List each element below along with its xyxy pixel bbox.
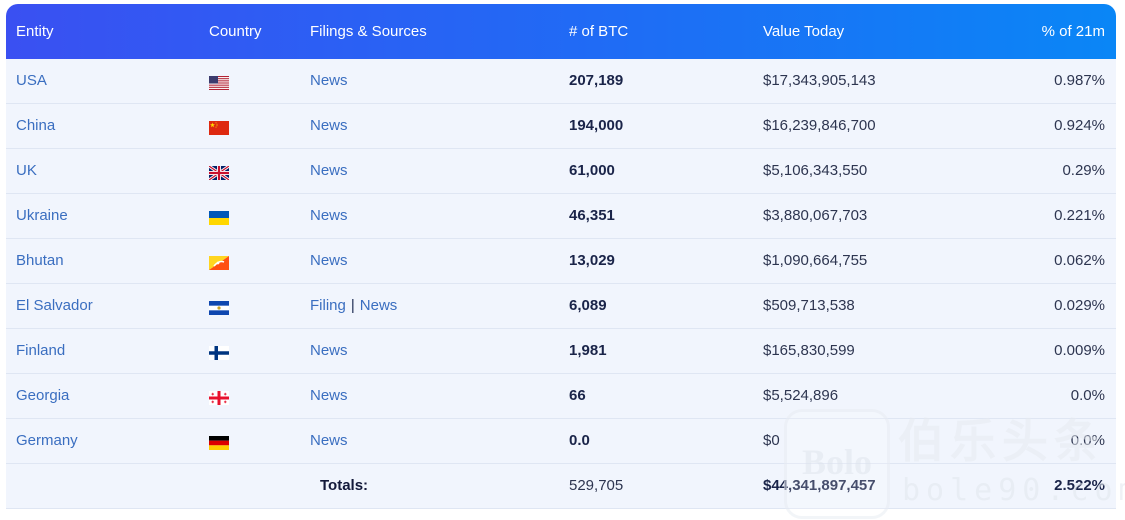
percent-of-supply: 0.062% (1054, 252, 1105, 269)
filings-cell: Filing | News (310, 284, 397, 328)
totals-value: $44,341,897,457 (763, 477, 876, 494)
entity-link[interactable]: El Salvador (16, 297, 93, 314)
table-row: Ukraine News 46,351 $3,880,067,703 0.221… (6, 194, 1116, 239)
value-today: $3,880,067,703 (763, 207, 868, 224)
table-row: China News 194,000 $16,239,846,700 0.924… (6, 104, 1116, 149)
news-link[interactable]: News (310, 252, 348, 269)
btc-amount: 66 (569, 387, 586, 404)
value-today: $0 (763, 432, 780, 449)
entity-link[interactable]: Ukraine (16, 207, 68, 224)
value-today: $1,090,664,755 (763, 252, 868, 269)
btc-amount: 61,000 (569, 162, 615, 179)
news-link[interactable]: News (310, 72, 348, 89)
ge-flag-icon (209, 391, 229, 405)
news-link[interactable]: News (310, 117, 348, 134)
value-today: $5,106,343,550 (763, 162, 868, 179)
value-today: $165,830,599 (763, 342, 855, 359)
value-today: $509,713,538 (763, 297, 855, 314)
percent-of-supply: 0.0% (1070, 432, 1105, 449)
header-filings[interactable]: Filings & Sources (310, 23, 427, 40)
table-row: UK News 61,000 $5,106,343,550 0.29% (6, 149, 1116, 194)
percent-of-supply: 0.221% (1054, 207, 1105, 224)
totals-pct: 2.522% (1054, 477, 1105, 494)
table-row: Georgia News 66 $5,524,896 0.0% (6, 374, 1116, 419)
header-btc[interactable]: # of BTC (569, 23, 629, 40)
news-link[interactable]: News (359, 297, 398, 314)
entity-link[interactable]: Georgia (16, 387, 70, 404)
link-separator: | (350, 297, 355, 314)
de-flag-icon (209, 436, 229, 450)
entity-link[interactable]: Finland (16, 342, 66, 359)
filings-cell: News (310, 239, 348, 283)
entity-link[interactable]: China (16, 117, 56, 134)
header-pct[interactable]: % of 21m (1041, 23, 1105, 40)
header-entity[interactable]: Entity (16, 23, 54, 40)
btc-amount: 194,000 (569, 117, 624, 134)
totals-row: Totals: 529,705 $44,341,897,457 2.522% (6, 464, 1116, 509)
filings-cell: News (310, 59, 348, 103)
percent-of-supply: 0.029% (1054, 297, 1105, 314)
cn-flag-icon (209, 121, 229, 135)
entity-link[interactable]: UK (16, 162, 37, 179)
btc-amount: 46,351 (569, 207, 615, 224)
btc-amount: 6,089 (569, 297, 607, 314)
bt-flag-icon (209, 256, 229, 270)
filings-cell: News (310, 329, 348, 373)
percent-of-supply: 0.009% (1054, 342, 1105, 359)
header-country[interactable]: Country (209, 23, 262, 40)
uk-flag-icon (209, 166, 229, 180)
totals-btc: 529,705 (569, 477, 624, 494)
btc-amount: 1,981 (569, 342, 607, 359)
table-row: USA News 207,189 $17,343,905,143 0.987% (6, 59, 1116, 104)
filings-cell: News (310, 149, 348, 193)
table-row: El Salvador Filing | News 6,089 $509,713,5… (6, 284, 1116, 329)
filings-cell: News (310, 194, 348, 238)
percent-of-supply: 0.987% (1054, 72, 1105, 89)
news-link[interactable]: News (310, 432, 348, 449)
value-today: $16,239,846,700 (763, 117, 876, 134)
table-header: Entity Country Filings & Sources # of BT… (6, 4, 1116, 59)
value-today: $17,343,905,143 (763, 72, 876, 89)
table-row: Finland News 1,981 $165,830,599 0.009% (6, 329, 1116, 374)
us-flag-icon (209, 76, 229, 90)
percent-of-supply: 0.924% (1054, 117, 1105, 134)
btc-amount: 13,029 (569, 252, 615, 269)
value-today: $5,524,896 (763, 387, 839, 404)
entity-link[interactable]: Bhutan (16, 252, 64, 269)
news-link[interactable]: News (310, 342, 348, 359)
sv-flag-icon (209, 301, 229, 315)
filings-cell: News (310, 104, 348, 148)
entity-link[interactable]: USA (16, 72, 47, 89)
header-value[interactable]: Value Today (763, 23, 845, 40)
percent-of-supply: 0.0% (1070, 387, 1105, 404)
news-link[interactable]: News (310, 207, 348, 224)
filings-cell: News (310, 374, 348, 418)
fi-flag-icon (209, 346, 229, 360)
ua-flag-icon (209, 211, 229, 225)
totals-label: Totals: (320, 477, 369, 494)
news-link[interactable]: News (310, 162, 348, 179)
entity-link[interactable]: Germany (16, 432, 78, 449)
treasury-table: Entity Country Filings & Sources # of BT… (6, 4, 1116, 509)
table-row: Germany News 0.0 $0 0.0% (6, 419, 1116, 464)
news-link[interactable]: News (310, 387, 348, 404)
btc-amount: 0.0 (569, 432, 590, 449)
percent-of-supply: 0.29% (1062, 162, 1105, 179)
table-row: Bhutan News 13,029 $1,090,664,755 0.062% (6, 239, 1116, 284)
btc-amount: 207,189 (569, 72, 624, 89)
filing-link[interactable]: Filing (310, 297, 346, 314)
filings-cell: News (310, 419, 348, 463)
